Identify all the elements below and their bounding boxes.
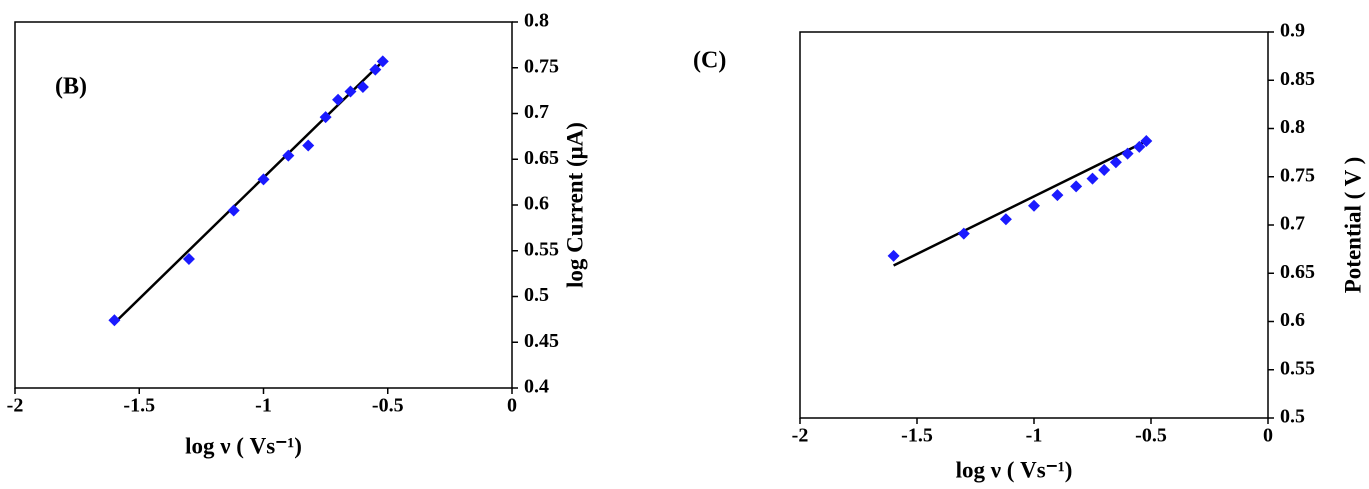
data-point	[1140, 135, 1153, 148]
y-tick-label: 0.7	[524, 101, 549, 123]
y-tick-label: 0.55	[1280, 357, 1315, 379]
data-point	[1109, 156, 1122, 169]
y-tick-label: 0.75	[524, 55, 559, 77]
data-point	[108, 314, 121, 327]
plot-frame	[14, 21, 513, 389]
x-tick-label: -1	[255, 395, 272, 417]
x-axis-label: log ν ( Vs⁻¹)	[185, 433, 302, 458]
annotation: (C)	[693, 48, 726, 74]
data-point	[257, 173, 270, 186]
data-point	[887, 249, 900, 262]
x-tick-label: -2	[792, 425, 809, 447]
trendline	[893, 139, 1147, 267]
x-tick-label: 0	[507, 395, 517, 417]
data-point	[1098, 163, 1111, 176]
data-point	[356, 80, 369, 93]
x-tick-label: -1.5	[901, 425, 933, 447]
x-tick-label: -0.5	[1135, 425, 1167, 447]
data-point	[1028, 199, 1040, 212]
data-point	[332, 93, 345, 106]
data-point	[282, 149, 295, 162]
x-tick-label: -1	[1026, 425, 1043, 447]
data-point	[302, 139, 315, 152]
data-point	[957, 227, 970, 240]
data-point	[1051, 189, 1064, 202]
data-point	[376, 55, 389, 68]
x-axis-label: log ν ( Vs⁻¹)	[956, 457, 1073, 482]
annotation: (B)	[55, 74, 87, 100]
x-tick-label: 0	[1263, 425, 1273, 447]
y-tick-label: 0.45	[524, 330, 559, 352]
y-tick-label: 0.5	[1280, 406, 1305, 428]
x-tick-label: -2	[7, 395, 24, 417]
data-point	[1070, 180, 1083, 193]
y-axis-label: log Current (μA)	[562, 122, 587, 288]
y-axis-label: Potential ( V )	[1340, 157, 1365, 294]
plot-frame	[799, 31, 1269, 419]
y-tick-label: 0.6	[524, 193, 549, 215]
y-tick-label: 0.85	[1280, 68, 1315, 90]
y-tick-label: 0.65	[524, 147, 559, 169]
data-point	[1121, 147, 1134, 160]
data-point	[319, 111, 332, 124]
y-tick-label: 0.8	[1280, 116, 1305, 138]
y-tick-label: 0.65	[1280, 261, 1315, 283]
y-tick-label: 0.8	[524, 10, 549, 32]
y-tick-label: 0.75	[1280, 164, 1315, 186]
x-tick-label: -0.5	[372, 395, 404, 417]
y-tick-label: 0.6	[1280, 309, 1305, 331]
y-tick-label: 0.7	[1280, 213, 1305, 235]
data-point	[227, 204, 240, 217]
data-point	[999, 213, 1012, 226]
data-point	[1133, 140, 1146, 153]
y-tick-label: 0.55	[524, 238, 559, 260]
data-point	[369, 63, 382, 76]
data-point	[344, 85, 357, 98]
x-tick-label: -1.5	[123, 395, 155, 417]
y-tick-label: 0.4	[524, 376, 549, 398]
data-point	[182, 252, 195, 265]
y-tick-label: 0.5	[524, 284, 549, 306]
data-point	[1086, 172, 1099, 185]
y-tick-label: 0.9	[1280, 20, 1305, 42]
